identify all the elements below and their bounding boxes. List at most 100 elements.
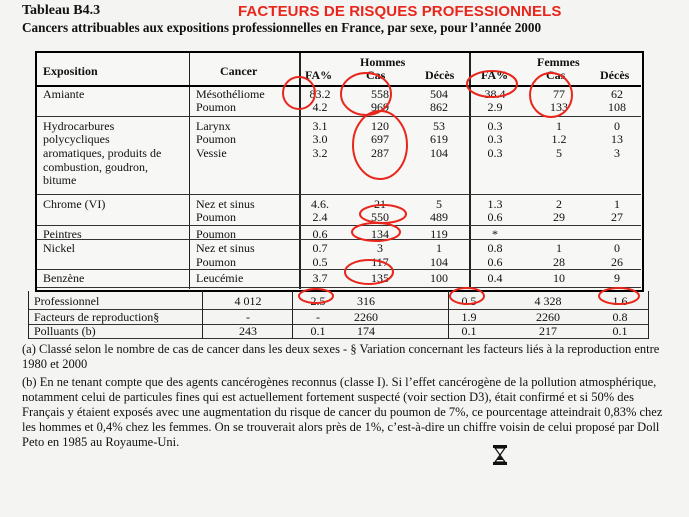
cell-h-cas: 117 [371, 255, 389, 269]
cell-h-fa: 0.5 [312, 255, 328, 269]
cell-h-fa: 3.7 [312, 271, 328, 285]
header-exposition: Exposition [43, 64, 98, 78]
cell-h-fa: 0.6 [312, 227, 328, 241]
row-rule [37, 239, 641, 240]
cell-h-deces: 119 [430, 227, 448, 241]
cell-cancer: Nez et sinus [196, 241, 255, 255]
footnote-b: (b) En ne tenant compte que des agents c… [22, 375, 663, 449]
cell-f-deces: 0 [614, 119, 620, 133]
totals-cell-c5: 217 [539, 324, 557, 338]
totals-cell-c1: 4 012 [234, 294, 262, 308]
cell-f-cas: 5 [556, 146, 562, 160]
row-rule [28, 324, 649, 325]
cell-h-fa: 3.1 [312, 119, 328, 133]
totals-cell-c3: 2260 [354, 310, 378, 324]
cell-h-deces: 5 [436, 197, 442, 211]
header-h-deces: Décès [425, 68, 455, 82]
totals-cell-c3: 316 [357, 294, 375, 308]
cell-h-deces: 104 [430, 255, 448, 269]
cell-f-deces: 1 [614, 197, 620, 211]
cell-f-deces: 3 [614, 146, 620, 160]
totals-cell-c5: 4 328 [534, 294, 562, 308]
header-hommes: Hommes [360, 55, 406, 69]
cell-f-fa: * [492, 227, 498, 241]
cell-f-deces: 26 [611, 255, 623, 269]
totals-cell-c6: 0.1 [612, 324, 628, 338]
overlay-title: FACTEURS DE RISQUES PROFESSIONNELS [238, 3, 562, 20]
cell-f-fa: 0.3 [487, 119, 503, 133]
cell-h-cas: 969 [371, 100, 389, 114]
totals-cell-c4: 0.5 [461, 294, 477, 308]
cell-cancer: Poumon [196, 100, 237, 114]
totals-cell-c2: 0.1 [310, 324, 326, 338]
totals-cell-c1: - [246, 310, 250, 324]
header-f-fa: FA% [481, 68, 509, 82]
totals-cell-c2: 2.5 [310, 294, 326, 308]
cell-f-deces: 9 [614, 271, 620, 285]
totals-cell-label: Polluants (b) [34, 324, 96, 338]
hourglass-cursor-icon [493, 445, 507, 465]
header-h-fa: FA% [305, 68, 333, 82]
row-rule [28, 338, 649, 339]
cell-exposition: Nickel [43, 241, 75, 255]
cell-f-fa: 2.9 [487, 100, 503, 114]
totals-cell-c4: 1.9 [461, 310, 477, 324]
cell-h-deces: 504 [430, 87, 448, 101]
cell-f-cas: 29 [553, 210, 565, 224]
cell-cancer: Larynx [196, 119, 231, 133]
cell-h-fa: 4.6. [311, 197, 329, 211]
col-divider [202, 291, 203, 339]
cell-h-cas: 287 [371, 146, 389, 160]
cell-f-deces: 13 [611, 132, 623, 146]
cell-cancer: Vessie [196, 146, 227, 160]
row-rule [37, 116, 641, 117]
cell-cancer: Nez et sinus [196, 197, 255, 211]
row-rule [28, 309, 649, 310]
totals-cell-c2: - [316, 310, 320, 324]
cell-h-cas: 550 [371, 210, 389, 224]
cell-exposition: Amiante [43, 87, 85, 101]
col-divider [189, 53, 190, 289]
row-rule [37, 194, 641, 195]
cell-f-cas: 10 [553, 271, 565, 285]
row-rule [37, 269, 641, 270]
cell-f-deces: 0 [614, 241, 620, 255]
cell-exposition: bitume [43, 173, 77, 187]
header-h-cas: Cas [366, 68, 386, 82]
cell-h-fa: 4.2 [312, 100, 328, 114]
cell-h-fa: 3.2 [312, 146, 328, 160]
header-femmes: Femmes [537, 55, 580, 69]
cell-f-fa: 0.3 [487, 132, 503, 146]
col-divider [469, 53, 471, 289]
col-divider [292, 291, 293, 339]
cell-cancer: Poumon [196, 132, 237, 146]
cell-f-deces: 62 [611, 87, 623, 101]
col-divider [28, 291, 29, 339]
cell-exposition: Peintres [43, 227, 82, 241]
cell-h-deces: 100 [430, 271, 448, 285]
cell-f-fa: 0.6 [487, 210, 503, 224]
cell-cancer: Mésothéliome [196, 87, 265, 101]
cell-h-fa: 3.0 [312, 132, 328, 146]
cell-cancer: Poumon [196, 227, 237, 241]
cell-f-cas: 1.2 [551, 132, 567, 146]
cell-f-cas: 133 [550, 100, 568, 114]
cell-h-fa: 0.7 [312, 241, 328, 255]
cell-h-deces: 1 [436, 241, 442, 255]
row-rule [37, 287, 641, 288]
cell-f-deces: 108 [608, 100, 626, 114]
table-caption: Cancers attribuables aux expositions pro… [22, 20, 542, 35]
cell-f-deces: 27 [611, 210, 623, 224]
col-divider [299, 53, 301, 289]
cell-f-fa: 0.3 [487, 146, 503, 160]
cell-exposition: Chrome (VI) [43, 197, 106, 211]
totals-cell-c5: 2260 [536, 310, 560, 324]
cell-f-cas: 28 [553, 255, 565, 269]
cell-h-deces: 104 [430, 146, 448, 160]
cell-h-fa: 2.4 [312, 210, 328, 224]
col-divider [448, 291, 449, 339]
totals-cell-c1: 243 [239, 324, 257, 338]
cell-exposition: polycycliques [43, 132, 110, 146]
table-reference: Tableau B4.3 [22, 3, 101, 18]
cell-h-cas: 697 [371, 132, 389, 146]
